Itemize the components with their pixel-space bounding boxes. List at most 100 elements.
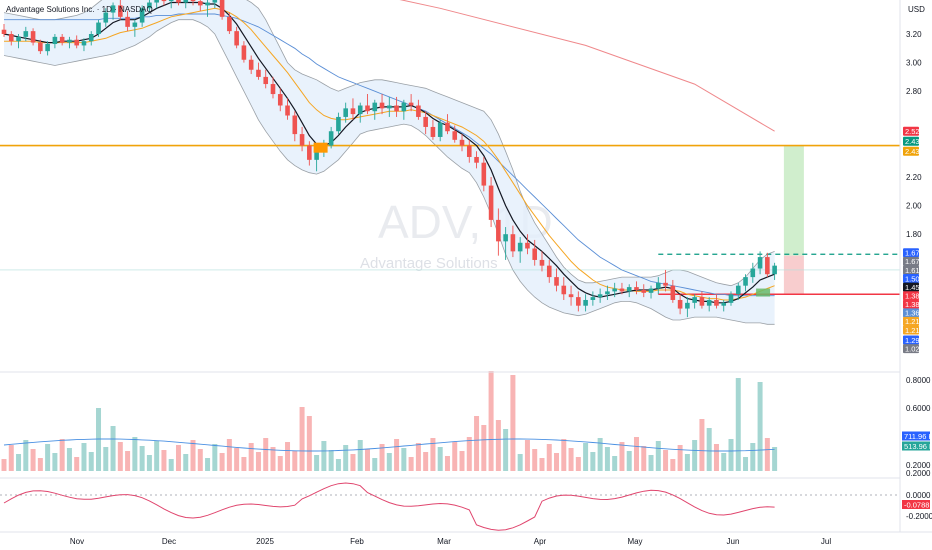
volume-bar: [430, 438, 436, 471]
volume-bar: [539, 458, 545, 471]
volume-bar: [343, 445, 349, 471]
volume-bar: [641, 446, 647, 471]
volume-bar: [619, 442, 625, 471]
loss-zone: [783, 255, 804, 295]
volume-bar: [321, 441, 327, 471]
volume-bar: [517, 454, 523, 471]
volume-bar: [532, 449, 538, 471]
volume-bar: [45, 444, 51, 471]
candle-body: [728, 294, 734, 303]
volume-bar: [561, 439, 567, 471]
candle-body: [445, 122, 450, 132]
volume-bar: [139, 446, 145, 471]
candle-body: [459, 139, 465, 146]
time-tick-label: Feb: [350, 537, 364, 546]
price-tick-label: 3.00: [906, 59, 922, 68]
volume-bar: [735, 378, 741, 471]
candle-body: [612, 288, 617, 292]
volume-bar: [74, 457, 80, 471]
volume-bar: [8, 445, 14, 471]
volume-bar: [146, 455, 152, 471]
candle-body: [437, 122, 443, 137]
volume-bar: [444, 456, 450, 471]
candle-body: [176, 0, 181, 3]
volume-bar: [292, 451, 298, 471]
candle-body: [517, 242, 523, 252]
volume-bar: [175, 445, 181, 471]
price-scale[interactable]: 3.20 3.00 2.80 2.20 2.00 1.80: [906, 30, 922, 239]
volume-bar: [23, 440, 29, 471]
volume-bar: [713, 444, 719, 471]
candle-body: [96, 22, 101, 34]
volume-bar: [350, 454, 356, 471]
candle-body: [474, 156, 479, 163]
volume-bar: [510, 375, 516, 471]
candle-body: [379, 102, 385, 109]
price-tag: [903, 335, 919, 345]
candle-body: [219, 0, 225, 17]
candle-body: [590, 297, 596, 300]
candle-body: [277, 94, 283, 106]
trade-zones: [783, 145, 804, 295]
volume-bar: [546, 444, 552, 471]
volume-bar: [59, 439, 65, 471]
candle-body: [641, 289, 647, 293]
volume-bar: [757, 382, 763, 471]
currency-label[interactable]: USD: [908, 5, 925, 14]
volume-bar: [415, 443, 421, 471]
candle-body: [336, 116, 341, 132]
candle-body: [285, 105, 290, 116]
candle-body: [401, 102, 407, 112]
price-tag: [903, 256, 919, 266]
time-axis[interactable]: Nov Dec 2025 Feb Mar Apr May Jun Jul: [70, 537, 831, 546]
oscillator-line: [3, 482, 775, 531]
candle-body: [488, 185, 494, 220]
volume-bar: [655, 441, 661, 471]
price-tag: [903, 344, 919, 354]
volume-bar: [750, 443, 756, 471]
price-tag: [903, 299, 919, 309]
time-tick-label: Apr: [534, 537, 547, 546]
candle-body: [350, 108, 356, 115]
candle-body: [168, 0, 174, 2]
volume-bar: [328, 450, 334, 471]
candle-body: [292, 115, 298, 135]
volume-bar: [255, 452, 261, 471]
candle-body: [357, 105, 363, 115]
candle-body: [52, 36, 58, 45]
candle-body: [583, 299, 588, 306]
candle-body: [706, 299, 712, 306]
volume-bar: [132, 437, 138, 471]
volume-bar: [452, 442, 458, 471]
volume-bar: [604, 447, 610, 471]
candle-body: [110, 5, 116, 13]
candle-body: [67, 39, 72, 43]
candle-body: [103, 12, 109, 23]
volume-bar: [372, 458, 378, 471]
volume-bar: [103, 447, 109, 471]
volume-bar: [117, 442, 123, 471]
price-levels: [0, 144, 900, 295]
volume-bar: [205, 458, 211, 471]
volume-tag-label: 513.96 K: [904, 442, 932, 451]
oscillator-tag-label: -0.0788: [904, 501, 929, 510]
candle-body: [234, 31, 239, 46]
candle-body: [576, 297, 581, 306]
price-tick-label: 3.20: [906, 30, 922, 39]
volume-bar: [728, 439, 734, 471]
price-tag: [903, 265, 919, 275]
volume-bar: [626, 451, 632, 471]
volume-bar: [670, 459, 676, 471]
volume-bar: [234, 448, 240, 471]
volume-bar: [554, 453, 560, 471]
candle-body: [248, 59, 254, 70]
volume-bar: [466, 437, 472, 471]
volume-bar: [219, 453, 225, 471]
candle-body: [670, 285, 676, 300]
time-tick-label: May: [627, 537, 642, 546]
volume-bar: [285, 442, 291, 471]
candle-body: [597, 294, 603, 298]
candle-body: [125, 16, 130, 27]
